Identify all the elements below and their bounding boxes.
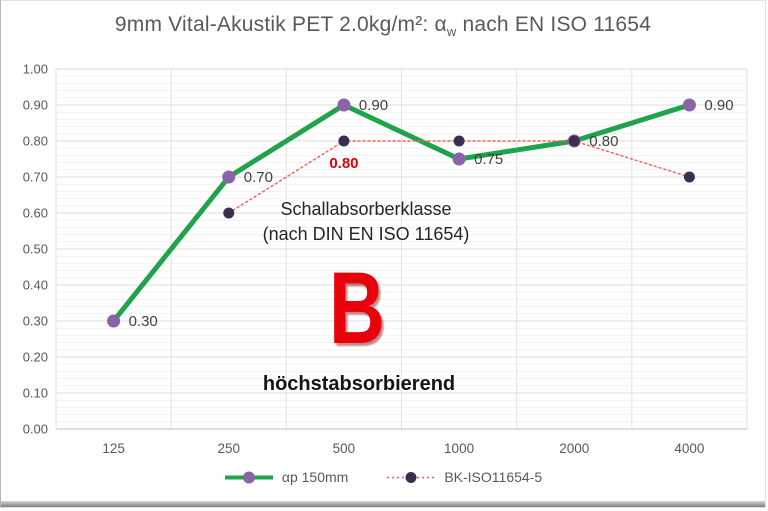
title-text-2: nach EN ISO 11654 xyxy=(456,13,652,36)
legend-swatch-dotted-line-icon xyxy=(387,471,436,483)
svg-text:500: 500 xyxy=(333,441,356,456)
legend-label-bk-iso11654-5: BK-ISO11654-5 xyxy=(444,469,543,485)
legend-label-ap-150mm: αp 150mm xyxy=(281,469,349,485)
bottom-edge-bar xyxy=(1,501,765,507)
data-labels-bk-iso11654-5: 0.80 xyxy=(329,155,358,172)
svg-text:0.80: 0.80 xyxy=(23,134,48,149)
svg-text:0.90: 0.90 xyxy=(359,97,388,114)
svg-text:0.80: 0.80 xyxy=(329,155,358,172)
legend-item-bk-iso11654-5: BK-ISO11654-5 xyxy=(386,469,542,485)
absorber-class-letter: B xyxy=(328,251,385,365)
svg-text:0.50: 0.50 xyxy=(23,242,48,257)
x-axis-tick-labels: 125 250 500 1000 2000 4000 xyxy=(102,441,704,456)
chart-title: 9mm Vital-Akustik PET 2.0kg/m²: αw nach … xyxy=(1,13,765,39)
svg-text:0.10: 0.10 xyxy=(23,386,48,401)
annotation-line-2: (nach DIN EN ISO 11654) xyxy=(262,224,470,244)
svg-text:4000: 4000 xyxy=(674,441,704,456)
svg-text:0.90: 0.90 xyxy=(23,98,48,113)
svg-text:0.60: 0.60 xyxy=(23,206,48,221)
annotation-line-1: Schallabsorberklasse xyxy=(280,199,452,219)
absorber-class-description: höchstabsorbierend xyxy=(262,373,456,395)
series-bk-iso11654-5 xyxy=(223,135,695,219)
legend-item-ap-150mm: αp 150mm xyxy=(224,469,348,485)
svg-text:0.30: 0.30 xyxy=(129,313,158,330)
svg-text:0.20: 0.20 xyxy=(23,350,48,365)
svg-text:0.90: 0.90 xyxy=(704,97,733,114)
title-text: 9mm Vital-Akustik PET 2.0kg/m²: α xyxy=(114,13,447,36)
svg-text:1000: 1000 xyxy=(444,441,474,456)
series--p-150mm xyxy=(107,98,696,328)
svg-text:0.30: 0.30 xyxy=(23,314,48,329)
svg-text:250: 250 xyxy=(217,441,240,456)
data-labels--p-150mm: 0.30 0.70 0.90 0.75 0.80 0.90 xyxy=(129,97,734,330)
svg-text:0.00: 0.00 xyxy=(23,422,48,437)
y-axis-tick-labels: 0.00 0.10 0.20 0.30 0.40 0.50 0.60 0.70 0.80 0.90… xyxy=(23,62,48,437)
annotation-schallabsorberklasse: Schallabsorberklasse (nach DIN EN ISO 11… xyxy=(263,197,470,247)
svg-text:2000: 2000 xyxy=(559,441,589,456)
svg-text:125: 125 xyxy=(102,441,125,456)
title-subscript: w xyxy=(446,24,457,40)
svg-text:1.00: 1.00 xyxy=(23,62,48,77)
svg-text:0.80: 0.80 xyxy=(589,133,618,150)
svg-text:0.75: 0.75 xyxy=(474,151,503,168)
legend-swatch-solid-line-icon xyxy=(224,471,273,483)
svg-text:0.70: 0.70 xyxy=(244,169,273,186)
svg-text:0.40: 0.40 xyxy=(23,278,48,293)
legend: αp 150mm BK-ISO11654-5 xyxy=(1,469,765,485)
svg-text:0.70: 0.70 xyxy=(23,170,48,185)
